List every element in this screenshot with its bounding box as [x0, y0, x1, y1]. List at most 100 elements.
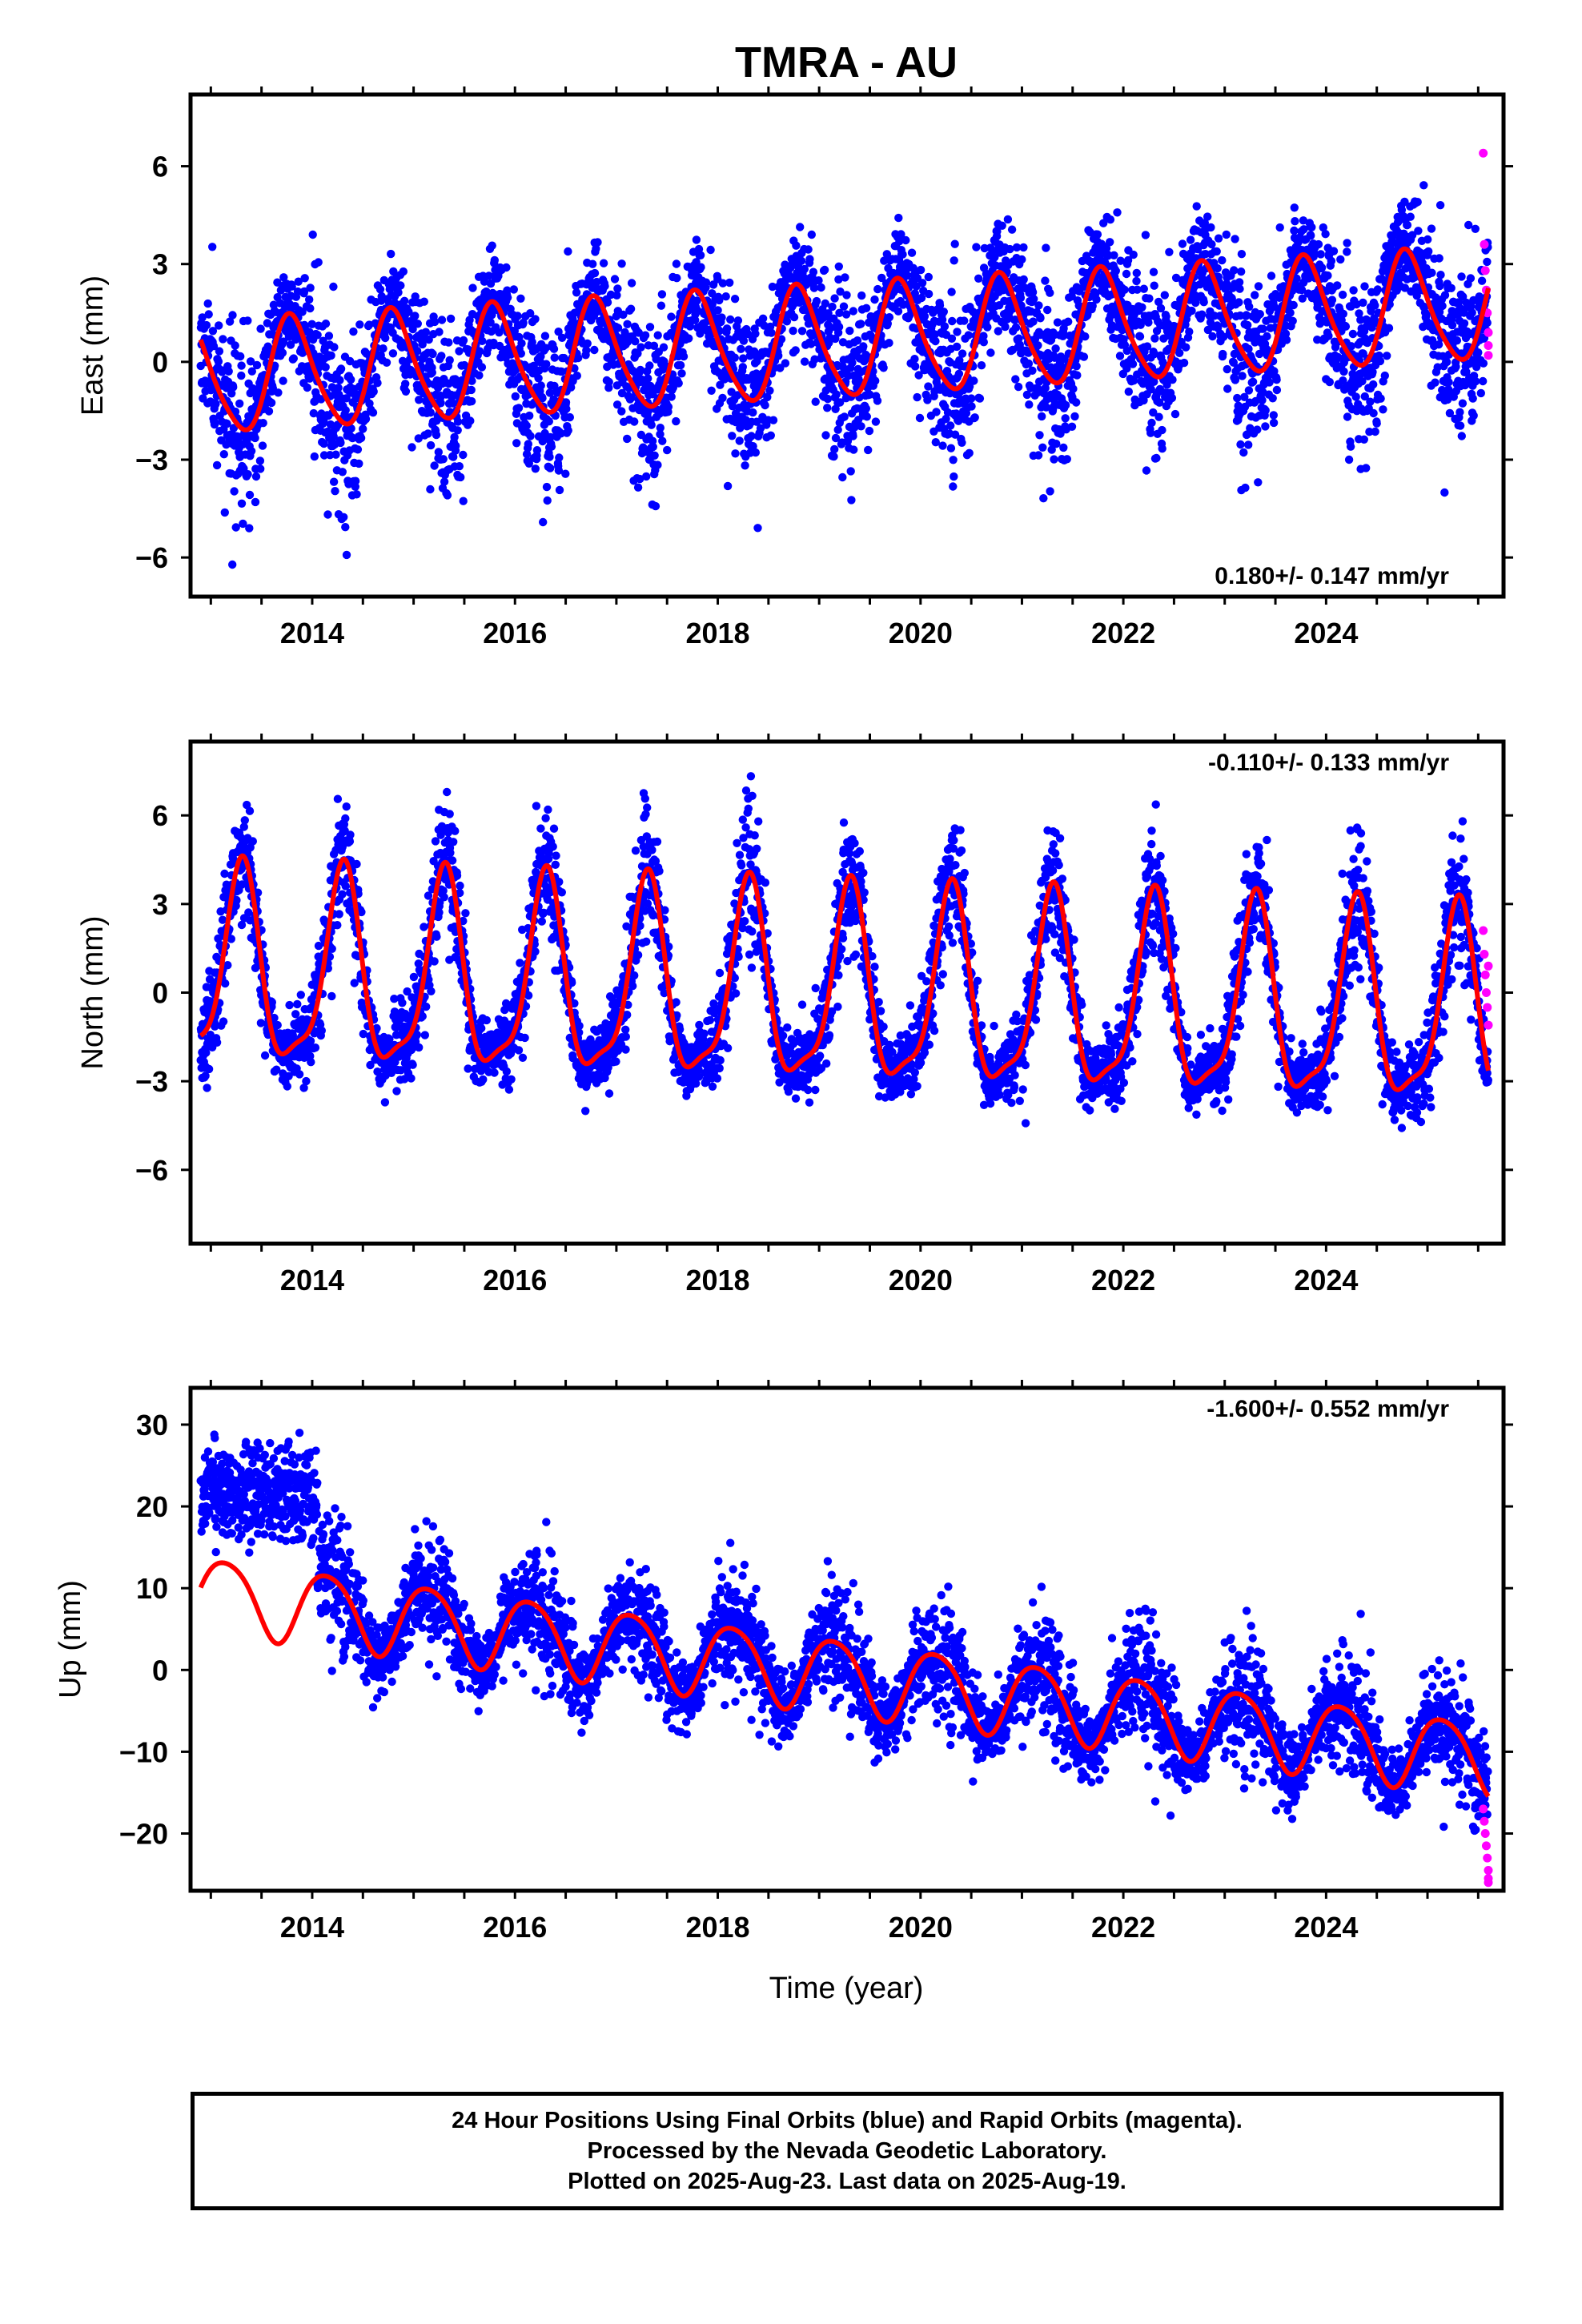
- final-orbit-point: [401, 387, 411, 396]
- final-orbit-point: [1456, 421, 1465, 430]
- final-orbit-point: [796, 223, 805, 231]
- final-orbit-point: [1475, 292, 1484, 301]
- final-orbit-point: [636, 365, 645, 375]
- final-orbit-point: [1468, 308, 1476, 317]
- final-orbit-point: [652, 355, 661, 364]
- final-orbit-point: [952, 409, 961, 418]
- final-orbit-point: [864, 445, 873, 455]
- final-orbit-point: [1289, 300, 1298, 310]
- final-orbit-point: [1218, 255, 1227, 265]
- final-orbit-point: [600, 282, 609, 291]
- final-orbit-point: [1297, 285, 1307, 295]
- final-orbit-point: [1214, 234, 1223, 243]
- final-orbit-point: [849, 307, 858, 316]
- final-orbit-point: [231, 407, 240, 416]
- final-orbit-point: [202, 320, 211, 330]
- final-orbit-point: [519, 318, 528, 328]
- final-orbit-point: [1132, 276, 1141, 286]
- final-orbit-point: [862, 412, 872, 421]
- final-orbit-point: [413, 320, 422, 328]
- final-orbit-point: [1207, 239, 1216, 249]
- final-orbit-point: [388, 349, 398, 358]
- x-ticks: [209, 86, 1480, 605]
- final-orbit-point: [749, 442, 757, 451]
- final-orbit-point: [1043, 305, 1052, 315]
- final-orbit-point: [777, 335, 786, 344]
- final-orbit-point: [716, 380, 725, 389]
- final-orbit-point: [811, 397, 820, 406]
- final-orbit-point: [947, 334, 957, 343]
- final-orbit-point: [965, 448, 974, 457]
- final-orbit-point: [1141, 231, 1150, 239]
- final-orbit-point: [1122, 364, 1131, 373]
- final-orbit-point: [1192, 202, 1201, 211]
- final-orbit-point: [1346, 442, 1355, 451]
- final-orbit-point: [664, 402, 673, 412]
- final-orbit-point: [311, 1043, 320, 1052]
- final-orbit-point: [1213, 263, 1222, 273]
- final-orbit-point: [1341, 322, 1351, 331]
- final-orbit-point: [1150, 281, 1158, 290]
- final-orbit-point: [554, 466, 564, 475]
- final-orbit-point: [1238, 372, 1247, 380]
- final-orbit-point: [617, 407, 626, 416]
- final-orbit-point: [659, 343, 669, 352]
- final-orbit-point: [557, 367, 566, 376]
- final-orbit-point: [590, 268, 600, 278]
- fit-curve: [198, 246, 1491, 432]
- final-orbit-point: [420, 297, 428, 306]
- final-orbit-point: [821, 299, 830, 308]
- final-orbit-point: [634, 328, 643, 337]
- final-orbit-point: [237, 361, 246, 370]
- final-orbit-point: [1366, 397, 1375, 406]
- final-orbit-point: [225, 317, 235, 326]
- final-orbit-point: [1235, 298, 1243, 307]
- final-orbit-point: [1384, 324, 1394, 332]
- final-orbit-point: [979, 332, 988, 340]
- final-orbit-point: [412, 347, 422, 356]
- final-orbit-point: [1030, 295, 1038, 304]
- final-orbit-point: [733, 316, 743, 325]
- final-orbit-point: [626, 304, 636, 313]
- final-orbit-point: [459, 336, 468, 345]
- final-orbit-point: [726, 315, 735, 324]
- final-orbit-point: [1244, 344, 1253, 353]
- final-orbit-point: [839, 302, 849, 311]
- final-orbit-point: [623, 434, 632, 444]
- final-orbit-point: [198, 313, 207, 322]
- final-orbit-point: [1343, 239, 1351, 247]
- final-orbit-point: [561, 398, 571, 407]
- final-orbit-point: [781, 359, 790, 368]
- final-orbit-point: [946, 421, 955, 430]
- final-orbit-point: [1457, 272, 1466, 281]
- final-orbit-point: [286, 340, 295, 349]
- final-orbit-point: [335, 376, 344, 384]
- final-orbit-point: [1073, 371, 1082, 380]
- final-orbit-point: [1359, 435, 1369, 444]
- final-orbit-point: [706, 245, 715, 255]
- final-orbit-point: [324, 332, 334, 340]
- final-orbit-point: [1223, 279, 1231, 288]
- final-orbit-point: [950, 430, 960, 439]
- final-orbit-point: [838, 472, 847, 482]
- final-orbit-point: [336, 364, 346, 373]
- final-orbit-point: [503, 286, 512, 295]
- final-orbit-point: [1124, 387, 1134, 396]
- final-orbit-point: [1413, 198, 1422, 207]
- final-orbit-point: [871, 376, 880, 385]
- final-orbit-point: [1261, 406, 1270, 415]
- final-orbit-point: [676, 360, 685, 370]
- final-orbit-point: [231, 523, 240, 532]
- final-orbit-point: [701, 278, 711, 287]
- final-orbit-point: [534, 374, 543, 383]
- final-orbit-point: [285, 1000, 294, 1010]
- final-orbit-point: [723, 481, 733, 491]
- final-orbit-point: [1129, 250, 1138, 259]
- final-orbit-point: [1348, 329, 1358, 339]
- final-orbit-point: [1359, 298, 1367, 308]
- final-orbit-point: [949, 482, 958, 491]
- final-orbit-point: [1427, 224, 1436, 233]
- final-orbit-point: [1062, 455, 1072, 464]
- final-orbit-point: [1093, 230, 1102, 239]
- final-orbit-point: [557, 333, 567, 342]
